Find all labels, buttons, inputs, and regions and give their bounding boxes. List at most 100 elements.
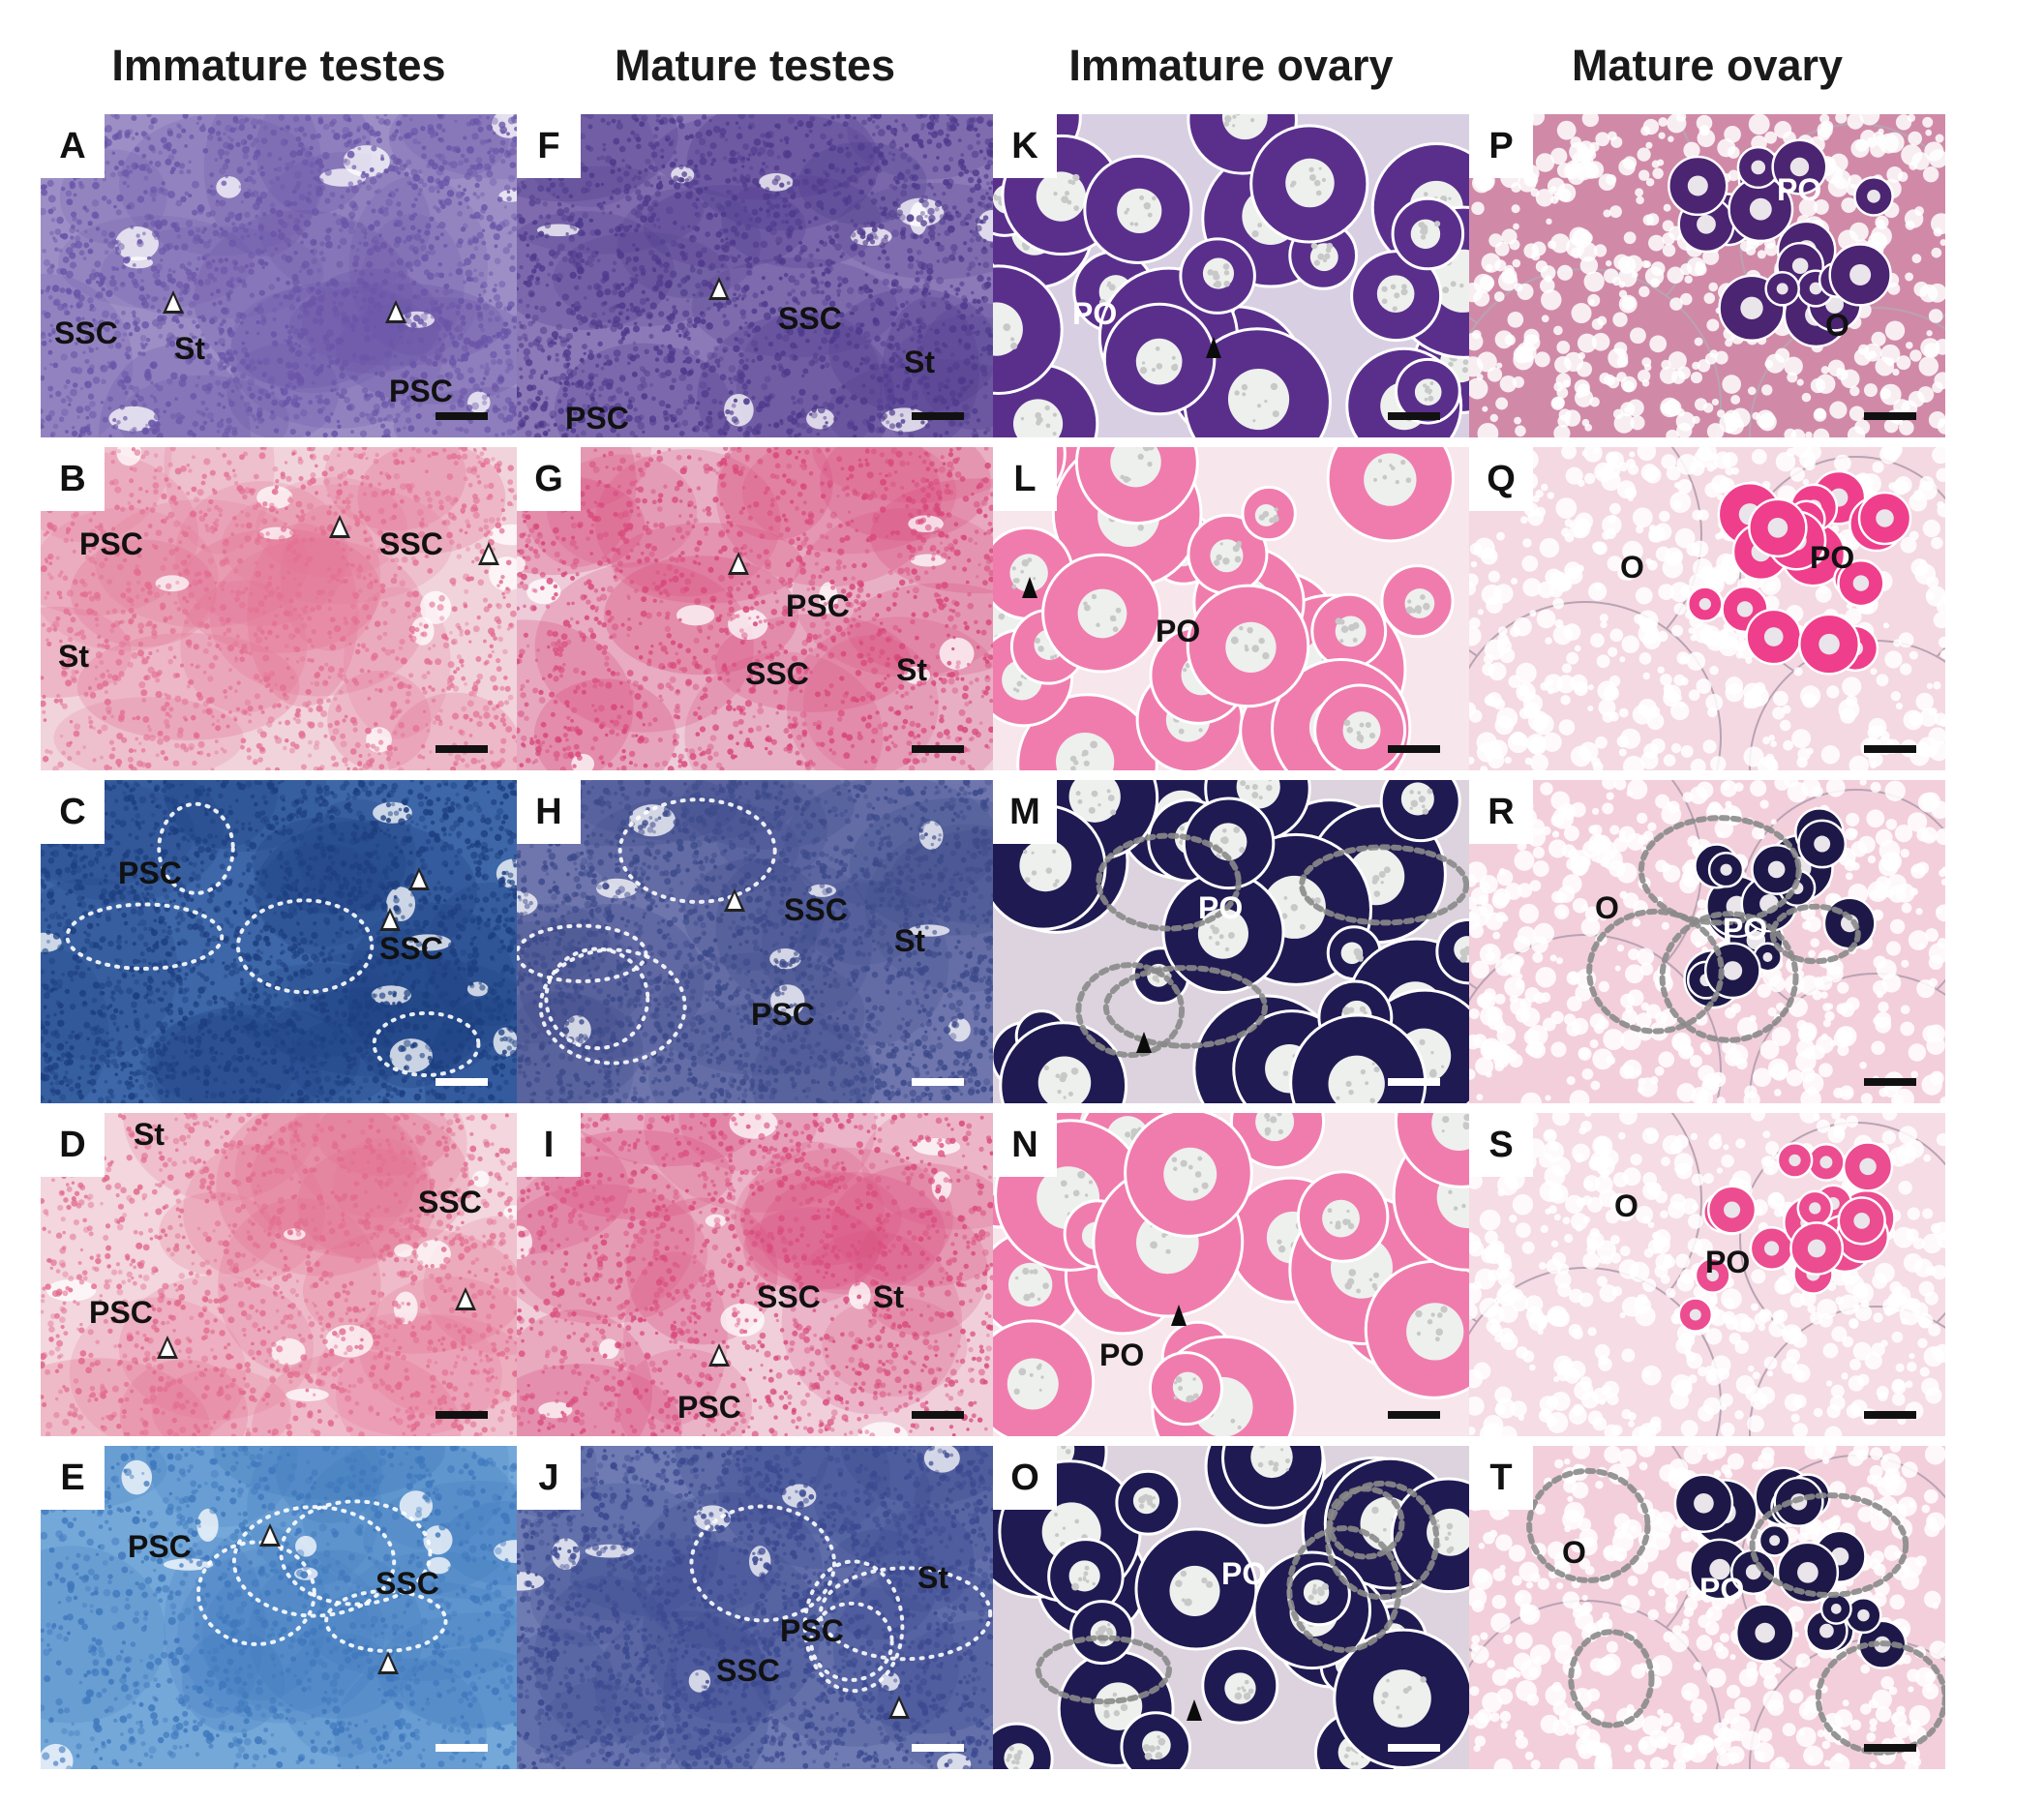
scale-bar xyxy=(436,1078,488,1086)
cell-type-label: SSC xyxy=(757,1281,821,1312)
cell-type-label: SSC xyxy=(745,658,809,689)
scale-bar xyxy=(1388,412,1440,420)
micrograph-image xyxy=(1469,780,1945,1103)
micrograph-image xyxy=(41,1446,517,1769)
open-arrowhead-icon xyxy=(728,552,749,575)
cell-type-label: PSC xyxy=(128,1531,192,1562)
micrograph-image xyxy=(41,1113,517,1436)
cell-type-label: PSC xyxy=(677,1392,741,1423)
solid-arrowhead-icon xyxy=(1187,1699,1202,1721)
micrograph-image xyxy=(993,780,1469,1103)
micrograph-image xyxy=(517,114,993,437)
scale-bar xyxy=(912,1078,964,1086)
panel-letter: O xyxy=(993,1446,1057,1510)
panel-letter: Q xyxy=(1469,447,1533,511)
solid-arrowhead-icon xyxy=(1206,337,1221,358)
micrograph-image xyxy=(517,1446,993,1769)
column-header: Immature ovary xyxy=(993,27,1469,105)
micrograph-image xyxy=(41,114,517,437)
open-arrowhead-icon xyxy=(157,1336,178,1359)
panel-h: H SSC St PSC xyxy=(517,780,993,1103)
panel-a: A SSC St PSC xyxy=(41,114,517,437)
cell-type-label: O xyxy=(1562,1537,1586,1568)
open-arrowhead-icon xyxy=(724,888,745,912)
column-header: Mature testes xyxy=(517,27,993,105)
cell-type-label: PO xyxy=(1198,892,1243,923)
cell-type-label: PSC xyxy=(780,1615,844,1646)
panel-letter: T xyxy=(1469,1446,1533,1510)
cell-type-label: PO xyxy=(1777,174,1821,205)
panel-letter: I xyxy=(517,1113,581,1177)
panel-n: N PO xyxy=(993,1113,1469,1436)
panel-r: R O PO xyxy=(1469,780,1945,1103)
open-arrowhead-icon xyxy=(708,277,730,300)
cell-type-label: PO xyxy=(1699,1574,1744,1605)
scale-bar xyxy=(1864,1411,1916,1419)
panel-d: D St SSC PSC xyxy=(41,1113,517,1436)
panel-letter: J xyxy=(517,1446,581,1510)
micrograph-image xyxy=(1469,114,1945,437)
cell-type-label: PSC xyxy=(389,376,453,406)
panel-t: T O PO xyxy=(1469,1446,1945,1769)
cell-type-label: PSC xyxy=(751,999,815,1030)
panel-letter: S xyxy=(1469,1113,1533,1177)
micrograph-image xyxy=(993,1113,1469,1436)
cell-type-label: PSC xyxy=(79,528,143,559)
solid-arrowhead-icon xyxy=(1171,1305,1187,1326)
panel-o: O PO xyxy=(993,1446,1469,1769)
open-arrowhead-icon xyxy=(379,908,401,931)
panel-f: F SSC St PSC xyxy=(517,114,993,437)
panel-m: M PO xyxy=(993,780,1469,1103)
cell-type-label: SSC xyxy=(716,1655,780,1686)
micrograph-image xyxy=(517,780,993,1103)
panel-letter: F xyxy=(517,114,581,178)
cell-type-label: PSC xyxy=(565,403,629,434)
panel-l: L PO xyxy=(993,447,1469,770)
panel-k: K PO xyxy=(993,114,1469,437)
panel-p: P PO O xyxy=(1469,114,1945,437)
cell-type-label: O xyxy=(1825,310,1849,341)
micrograph-image xyxy=(993,447,1469,770)
scale-bar xyxy=(1864,745,1916,753)
open-arrowhead-icon xyxy=(329,515,350,538)
scale-bar xyxy=(436,1744,488,1752)
panel-j: J St PSC SSC xyxy=(517,1446,993,1769)
panel-letter: P xyxy=(1469,114,1533,178)
open-arrowhead-icon xyxy=(163,290,184,314)
cell-type-label: St xyxy=(174,333,205,364)
panel-letter: N xyxy=(993,1113,1057,1177)
cell-type-label: St xyxy=(134,1119,165,1150)
scale-bar xyxy=(1864,1078,1916,1086)
panel-letter: D xyxy=(41,1113,105,1177)
panel-g: G PSC SSC St xyxy=(517,447,993,770)
solid-arrowhead-icon xyxy=(1136,1032,1152,1053)
cell-type-label: SSC xyxy=(379,933,443,964)
open-arrowhead-icon xyxy=(408,867,430,890)
cell-type-label: PO xyxy=(1156,616,1200,646)
cell-type-label: SSC xyxy=(54,317,118,348)
panel-letter: E xyxy=(41,1446,105,1510)
column-header: Mature ovary xyxy=(1469,27,1945,105)
panel-letter: C xyxy=(41,780,105,844)
scale-bar xyxy=(912,1411,964,1419)
micrograph-image xyxy=(1469,447,1945,770)
cell-type-label: St xyxy=(896,654,927,685)
cell-type-label: St xyxy=(904,346,935,377)
scale-bar xyxy=(912,745,964,753)
cell-type-label: PSC xyxy=(89,1297,153,1328)
cell-type-label: PSC xyxy=(118,857,182,888)
panel-i: I SSC St PSC xyxy=(517,1113,993,1436)
micrograph-image xyxy=(517,1113,993,1436)
scale-bar xyxy=(436,412,488,420)
scale-bar xyxy=(436,745,488,753)
scale-bar xyxy=(1864,1744,1916,1752)
cell-type-label: PO xyxy=(1221,1558,1266,1589)
micrograph-image xyxy=(1469,1446,1945,1769)
cell-type-label: PO xyxy=(1099,1339,1144,1370)
cell-type-label: O xyxy=(1620,552,1644,583)
solid-arrowhead-icon xyxy=(1022,577,1037,598)
open-arrowhead-icon xyxy=(455,1287,476,1310)
panel-b: B PSC SSC St xyxy=(41,447,517,770)
cell-type-label: SSC xyxy=(784,894,848,925)
cell-type-label: PO xyxy=(1705,1247,1750,1277)
